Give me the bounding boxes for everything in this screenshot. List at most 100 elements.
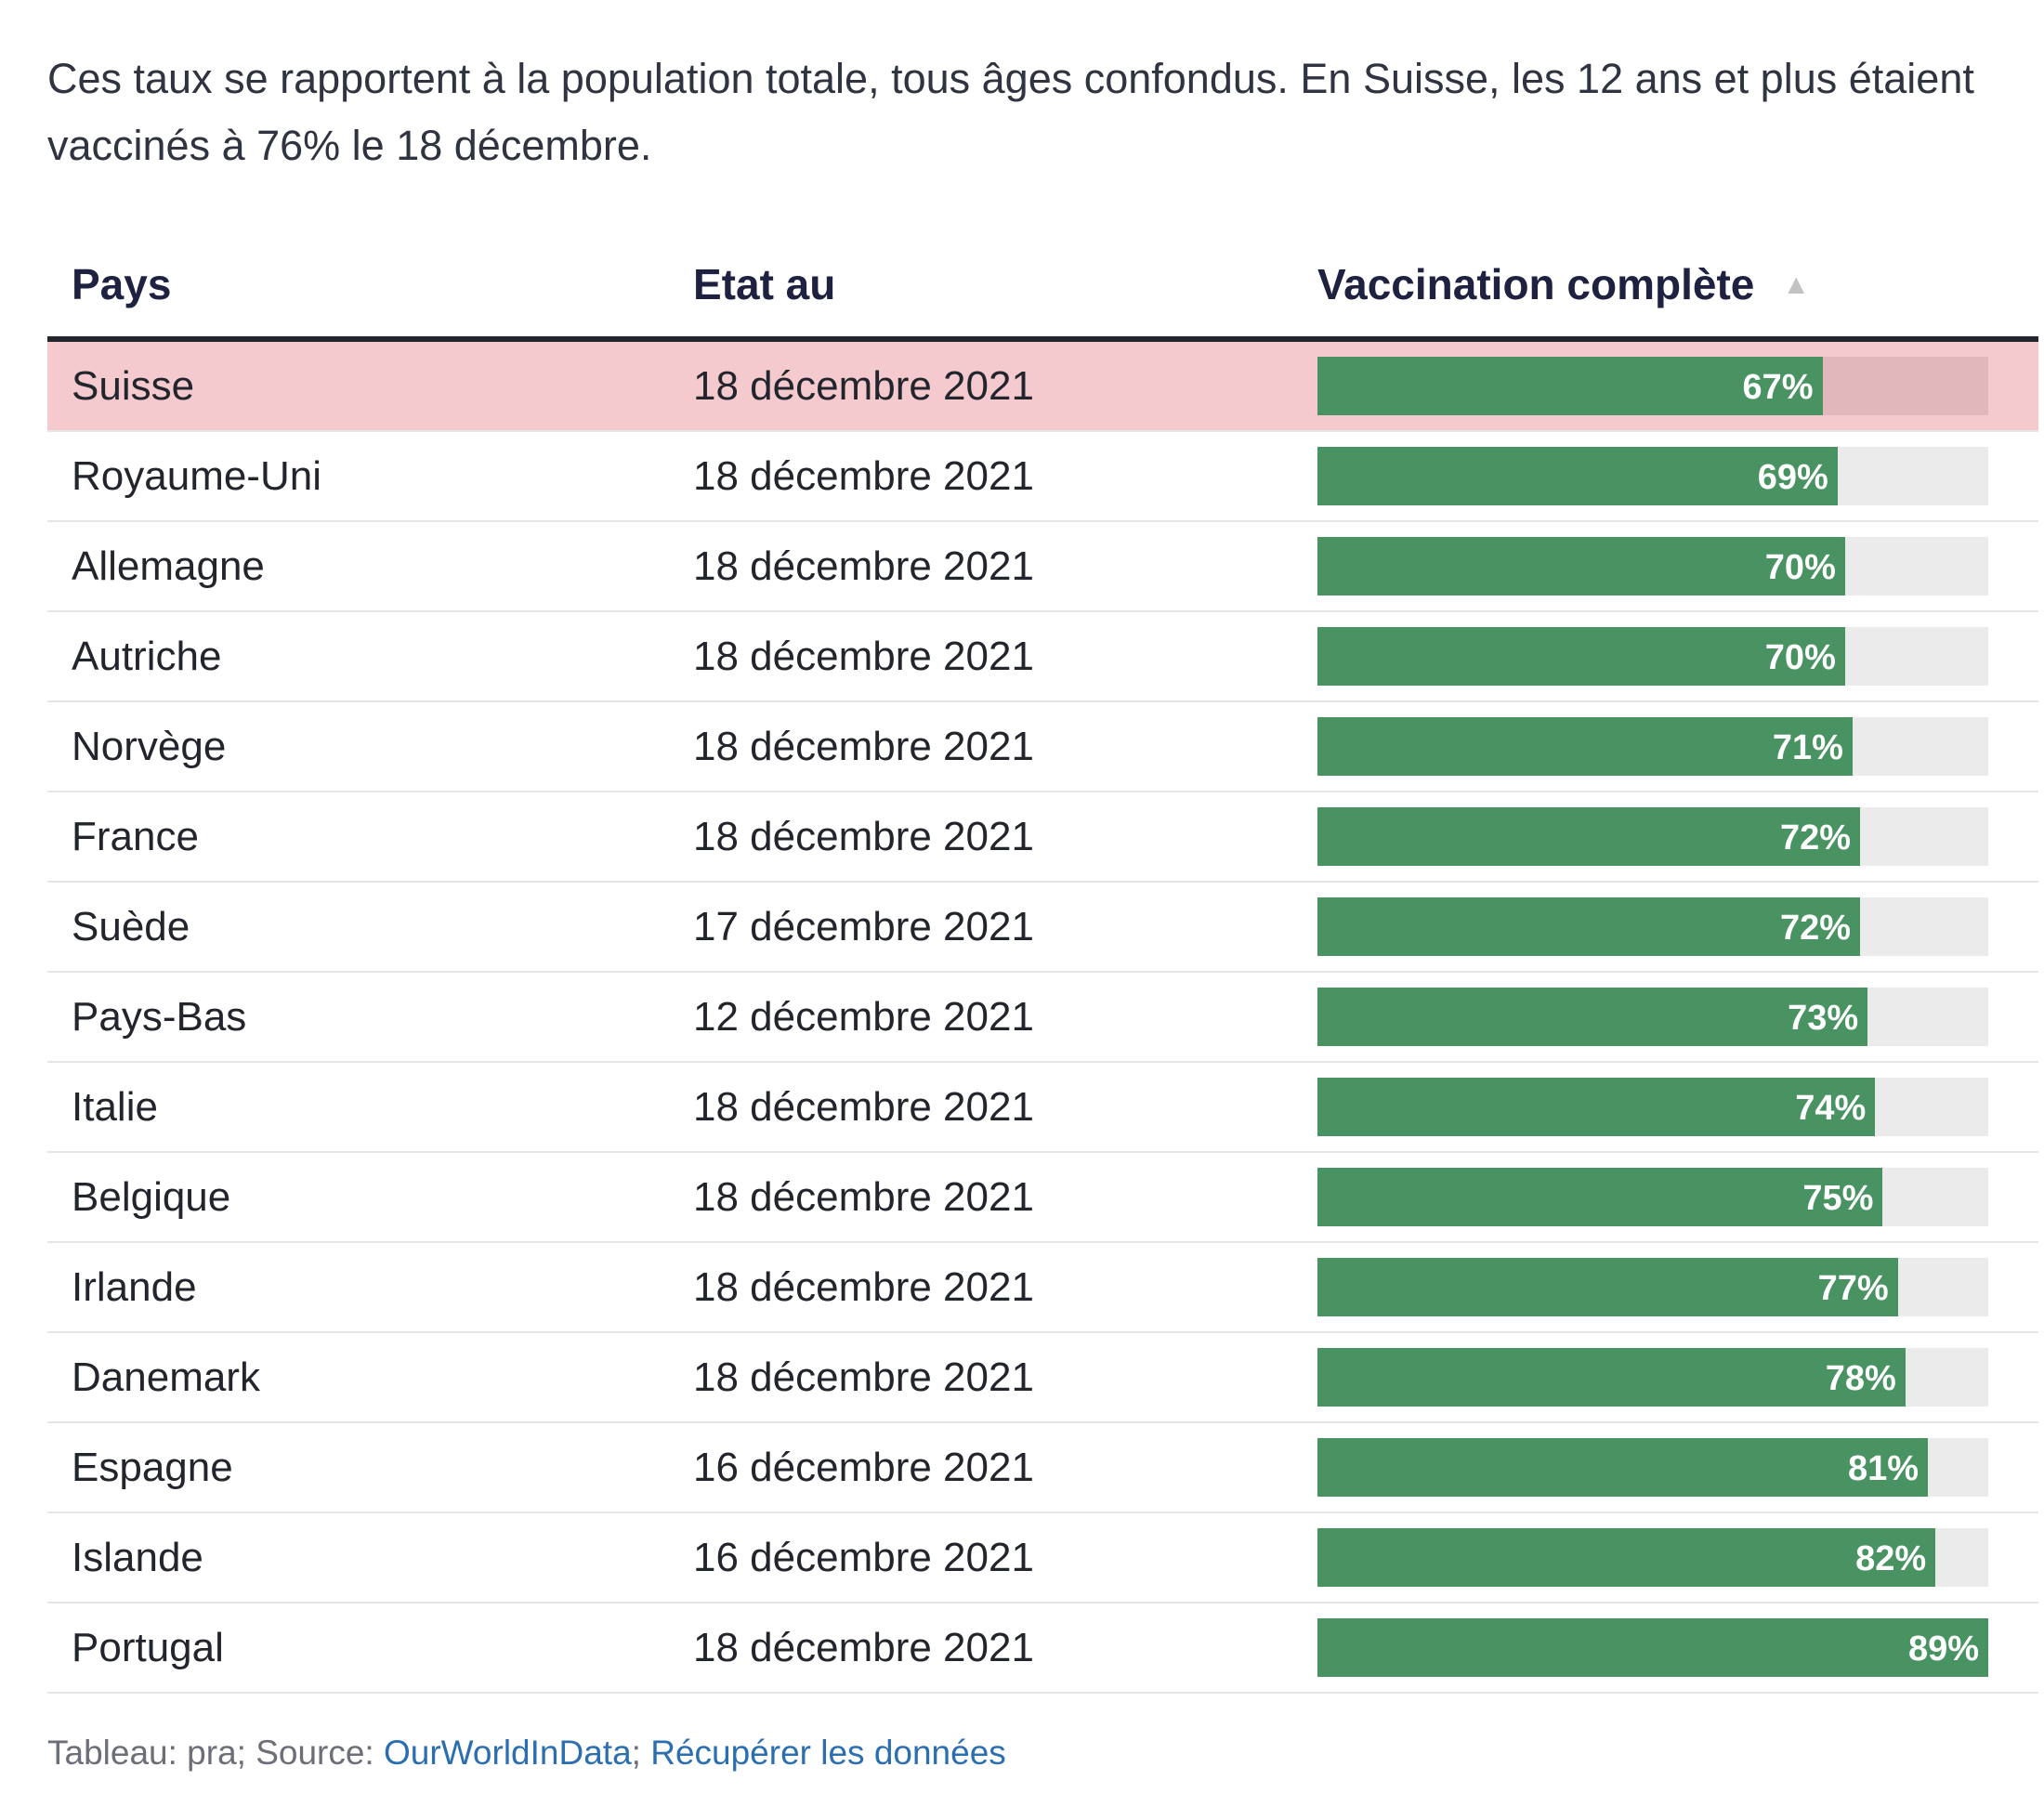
column-header-vaccination-label: Vaccination complète [1317,260,1755,308]
source-link[interactable]: OurWorldInData [384,1734,632,1772]
bar-value-label: 77% [1817,1269,1889,1308]
bar-value-label: 81% [1848,1449,1920,1488]
table-row: Espagne 16 décembre 2021 81% [47,1423,2038,1513]
cell-country: France [72,814,199,859]
bar: 70% [1317,627,1845,686]
bar-value-label: 70% [1764,548,1836,587]
bar-track: 67% [1317,357,1988,415]
bar: 71% [1317,717,1853,776]
bar: 73% [1317,988,1868,1046]
bar-track: 72% [1317,807,1988,866]
column-header-vaccination[interactable]: Vaccination complète ▲ [1317,232,1810,336]
table-row: Royaume-Uni 18 décembre 2021 69% [47,432,2038,522]
footer-separator: ; [631,1734,651,1772]
cell-country: Belgique [72,1174,231,1220]
cell-country: Allemagne [72,543,265,589]
table-row: Pays-Bas 12 décembre 2021 73% [47,973,2038,1063]
bar-value-label: 73% [1788,999,1859,1038]
cell-date: 18 décembre 2021 [693,1264,1034,1310]
cell-date: 18 décembre 2021 [693,724,1034,769]
table-row: Danemark 18 décembre 2021 78% [47,1333,2038,1423]
bar-track: 75% [1317,1168,1988,1226]
cell-date: 16 décembre 2021 [693,1535,1034,1580]
cell-date: 18 décembre 2021 [693,363,1034,409]
table-row: Allemagne 18 décembre 2021 70% [47,522,2038,612]
table-row: France 18 décembre 2021 72% [47,792,2038,883]
cell-country: Pays-Bas [72,994,247,1040]
cell-date: 18 décembre 2021 [693,1625,1034,1670]
bar-track: 78% [1317,1348,1988,1407]
cell-date: 18 décembre 2021 [693,453,1034,499]
download-data-link[interactable]: Récupérer les données [650,1734,1006,1772]
bar-value-label: 71% [1772,728,1843,767]
bar-value-label: 78% [1825,1359,1896,1398]
table-row: Norvège 18 décembre 2021 71% [47,702,2038,792]
bar-value-label: 75% [1802,1179,1874,1218]
cell-date: 18 décembre 2021 [693,814,1034,859]
bar-value-label: 72% [1780,909,1852,948]
column-header-date[interactable]: Etat au [693,260,836,308]
table-row: Islande 16 décembre 2021 82% [47,1513,2038,1603]
bar-value-label: 89% [1907,1629,1979,1669]
cell-country: Autriche [72,634,222,679]
cell-date: 18 décembre 2021 [693,543,1034,589]
footer: Tableau: pra; Source: OurWorldInData; Ré… [47,1734,1006,1773]
cell-country: Italie [72,1084,158,1130]
table-row: Suisse 18 décembre 2021 67% [47,342,2038,432]
bar-track: 82% [1317,1528,1988,1587]
intro-text: Ces taux se rapportent à la population t… [47,55,1974,169]
bar: 89% [1317,1618,1988,1677]
bar: 67% [1317,357,1823,415]
bar-track: 77% [1317,1258,1988,1316]
cell-country: Suisse [72,363,195,409]
table-row: Irlande 18 décembre 2021 77% [47,1243,2038,1333]
cell-date: 18 décembre 2021 [693,1354,1034,1400]
cell-country: Espagne [72,1445,233,1490]
bar-value-label: 72% [1780,818,1852,857]
table-row: Italie 18 décembre 2021 74% [47,1063,2038,1153]
footer-credit: Tableau: pra; Source: [47,1734,384,1772]
cell-date: 18 décembre 2021 [693,1084,1034,1130]
bar-track: 72% [1317,897,1988,956]
table-row: Belgique 18 décembre 2021 75% [47,1153,2038,1243]
cell-date: 17 décembre 2021 [693,904,1034,949]
vaccination-table: Pays Etat au Vaccination complète ▲ Suiss… [47,232,2038,1694]
bar-track: 81% [1317,1438,1988,1497]
sort-ascending-icon[interactable]: ▲ [1782,269,1811,300]
cell-date: 18 décembre 2021 [693,634,1034,679]
cell-country: Suède [72,904,190,949]
bar: 81% [1317,1438,1929,1497]
bar-track: 71% [1317,717,1988,776]
bar-value-label: 70% [1764,638,1836,677]
column-header-country[interactable]: Pays [72,260,172,308]
bar-value-label: 74% [1795,1089,1867,1128]
bar: 72% [1317,807,1861,866]
table-row: Portugal 18 décembre 2021 89% [47,1603,2038,1694]
bar: 82% [1317,1528,1936,1587]
bar-track: 69% [1317,447,1988,505]
cell-country: Islande [72,1535,203,1580]
bar-track: 70% [1317,627,1988,686]
table-row: Suède 17 décembre 2021 72% [47,883,2038,973]
bar: 75% [1317,1168,1883,1226]
bar: 69% [1317,447,1838,505]
cell-date: 18 décembre 2021 [693,1174,1034,1220]
bar: 77% [1317,1258,1898,1316]
bar: 74% [1317,1078,1876,1136]
bar-value-label: 67% [1742,368,1814,407]
cell-country: Portugal [72,1625,224,1670]
bar: 78% [1317,1348,1906,1407]
bar: 72% [1317,897,1861,956]
cell-date: 16 décembre 2021 [693,1445,1034,1490]
bar-track: 74% [1317,1078,1988,1136]
cell-country: Danemark [72,1354,260,1400]
cell-country: Norvège [72,724,227,769]
bar-track: 70% [1317,537,1988,595]
table-row: Autriche 18 décembre 2021 70% [47,612,2038,702]
cell-country: Irlande [72,1264,197,1310]
bar-value-label: 69% [1757,458,1828,497]
bar-track: 89% [1317,1618,1988,1677]
cell-date: 12 décembre 2021 [693,994,1034,1040]
bar: 70% [1317,537,1845,595]
bar-value-label: 82% [1855,1539,1927,1578]
